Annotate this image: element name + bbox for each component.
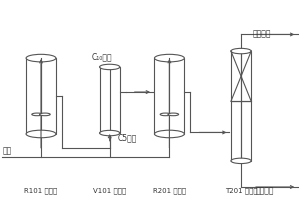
Ellipse shape: [231, 158, 251, 164]
Text: T201 精馏塔: T201 精馏塔: [225, 188, 257, 194]
Text: C5溶剂: C5溶剂: [117, 134, 136, 143]
Text: R101 聚合釜: R101 聚合釜: [24, 188, 58, 194]
Text: 改性树脂: 改性树脂: [253, 29, 272, 38]
Ellipse shape: [100, 64, 120, 70]
Text: 回收溶剂: 回收溶剂: [256, 186, 274, 195]
Ellipse shape: [26, 54, 56, 62]
Text: C₁₀物料: C₁₀物料: [92, 52, 112, 61]
Text: 溶剂: 溶剂: [2, 147, 11, 156]
Ellipse shape: [231, 48, 251, 54]
Ellipse shape: [168, 113, 178, 116]
Ellipse shape: [154, 54, 184, 62]
Bar: [231, 101, 251, 161]
Ellipse shape: [160, 113, 171, 116]
Ellipse shape: [40, 113, 50, 116]
Text: V101 闪蒸罐: V101 闪蒸罐: [93, 188, 126, 194]
Ellipse shape: [32, 113, 43, 116]
Bar: [154, 58, 184, 134]
Bar: [231, 51, 251, 101]
Ellipse shape: [154, 130, 184, 138]
Bar: [100, 67, 120, 133]
Ellipse shape: [100, 130, 120, 136]
Text: R201 聚合釜: R201 聚合釜: [153, 188, 186, 194]
Bar: [26, 58, 56, 134]
Ellipse shape: [26, 130, 56, 138]
